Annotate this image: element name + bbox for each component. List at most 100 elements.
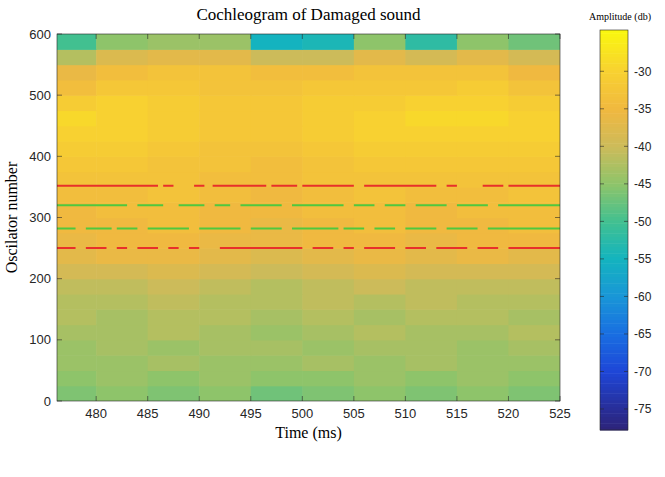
heat-cell [199,80,251,96]
heat-cell [302,65,354,81]
colorbar-step [600,377,628,381]
heat-cell [199,325,251,341]
colorbar-step [600,263,628,267]
colorbar-tick [600,108,604,109]
colorbar-step [600,87,628,91]
x-tick [456,34,457,39]
heat-cell [508,309,560,325]
colorbar-step [600,230,628,234]
heat-cell [96,248,148,264]
y-tick [555,34,560,35]
heat-cell [405,370,457,386]
colorbar-tick-label: -60 [634,290,652,304]
colorbar-step [600,413,628,417]
heat-cell [148,34,200,50]
heat-cell [199,49,251,65]
heat-cell [199,95,251,111]
y-tick [57,278,62,279]
heat-cell [354,34,406,50]
heat-cell [302,263,354,279]
y-tick [57,95,62,96]
colorbar-step [600,387,628,391]
colorbar-tick [624,221,628,222]
heat-cell [354,309,406,325]
heat-cell [302,156,354,172]
y-tick [57,339,62,340]
colorbar-step [600,330,628,334]
x-axis-title: Time (ms) [275,424,342,442]
colorbar-step [600,417,628,421]
colorbar-tick [600,146,604,147]
heat-cell [57,309,97,325]
colorbar-step [600,150,628,154]
colorbar-tick [600,371,604,372]
x-tick [199,34,200,39]
heat-cell [354,233,406,249]
heat-cell [251,110,303,126]
heat-cell [457,370,509,386]
colorbar-step [600,183,628,187]
colorbar-tick-label: -70 [634,365,652,379]
heat-cell [57,386,97,401]
colorbar-step [600,353,628,357]
colorbar-step [600,223,628,227]
colorbar-step [600,410,628,414]
colorbar-step [600,253,628,257]
heat-cell [96,340,148,356]
heat-cell [199,340,251,356]
heat-cell [199,110,251,126]
colorbar-step [600,243,628,247]
heat-cell [57,294,97,310]
heat-cell [251,80,303,96]
colorbar-step [600,273,628,277]
heat-cell [405,65,457,81]
x-tick [250,396,251,401]
heat-cell [354,248,406,264]
colorbar-step [600,317,628,321]
colorbar-tick [600,333,604,334]
heat-cell [96,95,148,111]
colorbar-step [600,110,628,114]
colorbar-step [600,323,628,327]
heat-cell [354,126,406,142]
y-tick-label: 300 [29,210,51,225]
colorbar-step [600,127,628,131]
heat-cell [148,248,200,264]
colorbar-step [600,227,628,231]
heat-cell [199,187,251,203]
heat-cell [148,126,200,142]
heat-cell [354,370,406,386]
heat-cell [199,126,251,142]
colorbar-tick [624,408,628,409]
heat-cell [96,263,148,279]
colorbar-step [600,307,628,311]
heat-cell [199,65,251,81]
heat-cell [457,65,509,81]
x-tick-label: 505 [343,406,365,421]
colorbar-step [600,293,628,297]
colorbar-step [600,93,628,97]
colorbar-tick-label: -30 [634,65,652,79]
colorbar-step [600,77,628,81]
x-tick [508,396,509,401]
marker-line [57,204,560,206]
heat-cell [57,34,97,50]
heat-cell [57,110,97,126]
colorbar-frame [600,30,628,430]
heat-cell [405,325,457,341]
title: Cochleogram of Damaged sound [196,5,421,24]
heat-cell [148,294,200,310]
heat-cell [405,279,457,295]
x-tick [302,396,303,401]
x-tick-label: 480 [85,406,107,421]
heat-cell [251,263,303,279]
heat-cell [405,248,457,264]
colorbar-step [600,153,628,157]
y-tick [57,401,62,402]
heat-cell [57,248,97,264]
heat-cell [405,126,457,142]
heat-cell [57,340,97,356]
heat-cell [148,110,200,126]
heat-cell [457,95,509,111]
x-tick [560,34,561,39]
